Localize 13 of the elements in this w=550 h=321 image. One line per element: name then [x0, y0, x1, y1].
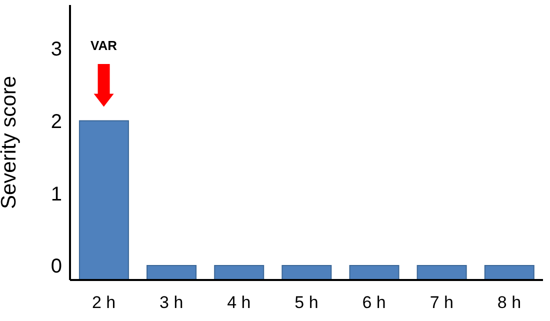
y-axis-title: Severity score — [0, 76, 20, 210]
y-tick-label: 3 — [50, 38, 62, 61]
annotation: VAR — [90, 38, 118, 53]
x-tick-label: 8 h — [497, 293, 522, 312]
x-tick-label: 5 h — [294, 293, 318, 312]
y-tick-label: 2 — [50, 110, 62, 133]
y-tick-label: 0 — [50, 256, 62, 278]
x-tick-label: 4 h — [227, 293, 251, 312]
y-tick-label: 1 — [50, 183, 62, 206]
x-tick-label: 3 h — [160, 293, 184, 312]
x-tick-label: 7 h — [430, 293, 454, 312]
x-tick-label: 6 h — [362, 293, 386, 312]
x-tick-label: 2 h — [92, 293, 116, 312]
